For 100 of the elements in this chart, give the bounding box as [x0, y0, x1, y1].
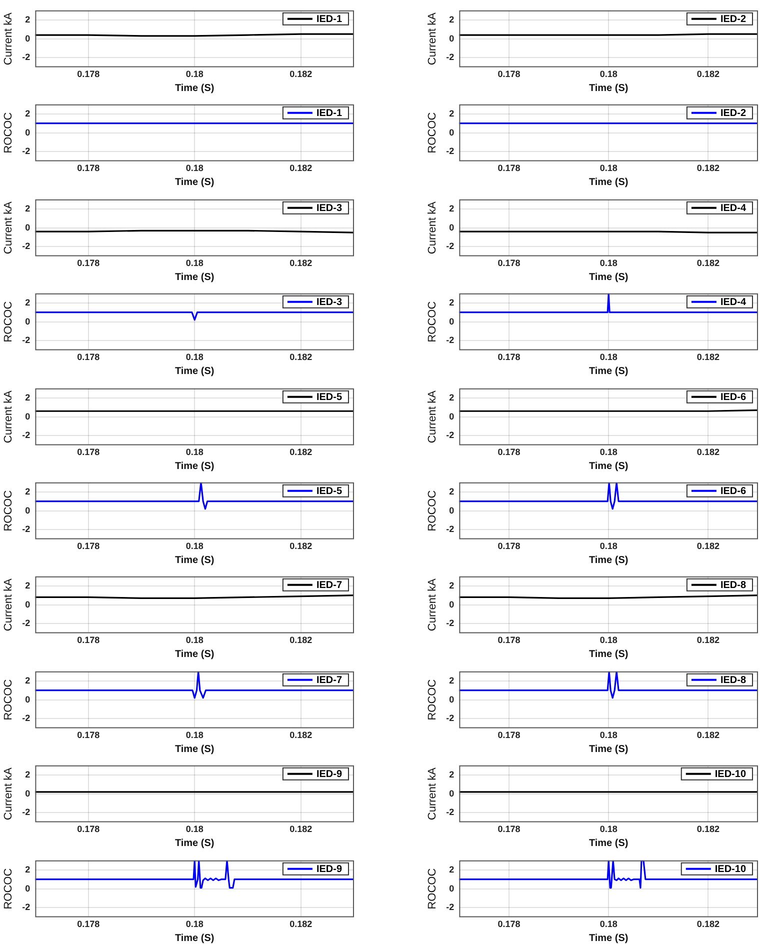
x-tick-label: 0.182 — [290, 918, 312, 929]
x-axis-title: Time (S) — [174, 838, 214, 849]
x-tick-label: 0.178 — [498, 541, 520, 552]
y-axis-title: Current kA — [426, 389, 439, 443]
y-tick-label: 2 — [25, 203, 30, 214]
x-tick-label: 0.18 — [600, 824, 618, 834]
x-tick-label: 0.182 — [696, 730, 720, 740]
y-tick-label: -2 — [22, 430, 30, 440]
y-axis-title: ROCOC — [2, 112, 15, 154]
y-tick-label: 0 — [25, 316, 30, 326]
x-axis-title: Time (S) — [174, 554, 214, 566]
x-tick-label: 0.178 — [77, 163, 100, 174]
y-axis-title: ROCOC — [2, 490, 15, 532]
y-tick-label: 0 — [449, 222, 454, 232]
y-tick-label: 0 — [25, 222, 30, 232]
x-tick-label: 0.178 — [77, 730, 100, 740]
legend-label: IED-8 — [720, 674, 746, 686]
legend-label: IED-5 — [316, 486, 342, 498]
y-axis-title: ROCOC — [426, 490, 439, 532]
legend-label: IED-9 — [316, 769, 342, 780]
legend-label: IED-7 — [316, 674, 342, 686]
x-tick-label: 0.182 — [696, 69, 720, 80]
x-tick-label: 0.18 — [186, 352, 204, 362]
y-tick-label: 2 — [25, 864, 30, 874]
x-axis-title: Time (S) — [588, 554, 628, 566]
legend-label: IED-3 — [316, 202, 342, 214]
x-tick-label: 0.178 — [77, 352, 100, 362]
y-tick-label: 2 — [449, 392, 454, 402]
y-axis-title: Current kA — [2, 389, 15, 443]
y-tick-label: -2 — [446, 618, 454, 629]
y-tick-label: 2 — [449, 675, 454, 686]
y-axis-title: Current kA — [426, 200, 439, 254]
y-tick-label: -2 — [446, 524, 454, 534]
y-tick-label: -2 — [22, 146, 30, 157]
x-axis-title: Time (S) — [174, 82, 214, 94]
x-tick-label: 0.182 — [696, 824, 720, 834]
y-tick-label: 2 — [25, 108, 30, 119]
legend-label: IED-7 — [316, 580, 342, 592]
y-axis-title: Current kA — [426, 578, 439, 632]
x-tick-label: 0.182 — [290, 824, 312, 834]
x-tick-label: 0.182 — [290, 258, 312, 268]
y-tick-label: 0 — [449, 600, 454, 610]
y-tick-label: -2 — [22, 713, 30, 724]
y-tick-label: 2 — [449, 298, 454, 308]
x-tick-label: 0.18 — [186, 541, 204, 552]
y-tick-label: 0 — [25, 410, 30, 421]
x-tick-label: 0.178 — [77, 918, 100, 929]
x-tick-label: 0.182 — [696, 258, 720, 268]
y-axis-title: Current kA — [2, 578, 15, 632]
y-tick-label: 2 — [25, 580, 30, 591]
y-tick-label: 2 — [25, 392, 30, 402]
y-axis-title: ROCOC — [426, 679, 439, 720]
y-axis-title: ROCOC — [426, 868, 439, 909]
y-tick-label: -2 — [22, 524, 30, 534]
y-tick-label: -2 — [22, 241, 30, 252]
x-tick-label: 0.18 — [600, 352, 618, 362]
y-tick-label: 2 — [449, 580, 454, 591]
y-axis-title: ROCOC — [2, 868, 15, 909]
y-tick-label: 0 — [25, 33, 30, 44]
x-tick-label: 0.18 — [186, 824, 204, 834]
y-tick-label: -2 — [446, 241, 454, 252]
y-axis-title: ROCOC — [2, 301, 15, 342]
x-tick-label: 0.178 — [77, 258, 100, 268]
x-tick-label: 0.18 — [600, 258, 618, 268]
y-tick-label: -2 — [22, 335, 30, 346]
y-tick-label: 2 — [449, 203, 454, 214]
y-tick-label: 0 — [449, 410, 454, 421]
legend-label: IED-3 — [316, 297, 342, 308]
x-tick-label: 0.178 — [498, 446, 520, 457]
legend-label: IED-8 — [720, 580, 746, 592]
y-tick-label: 0 — [449, 128, 454, 138]
y-axis-title: Current kA — [2, 767, 15, 820]
x-tick-label: 0.182 — [290, 69, 312, 80]
x-tick-label: 0.178 — [77, 824, 100, 834]
x-tick-label: 0.182 — [696, 163, 720, 174]
legend-label: IED-10 — [714, 769, 746, 780]
x-tick-label: 0.178 — [498, 730, 520, 740]
y-axis-title: ROCOC — [2, 679, 15, 720]
legend-label: IED-1 — [316, 14, 342, 26]
x-tick-label: 0.18 — [186, 446, 204, 457]
y-axis-title: Current kA — [2, 12, 15, 66]
x-tick-label: 0.18 — [186, 730, 204, 740]
y-tick-label: -2 — [446, 807, 454, 818]
y-tick-label: 2 — [449, 770, 454, 780]
x-axis-title: Time (S) — [588, 744, 628, 755]
y-tick-label: -2 — [446, 52, 454, 62]
y-tick-label: 2 — [449, 108, 454, 119]
x-tick-label: 0.178 — [498, 824, 520, 834]
x-axis-title: Time (S) — [588, 649, 628, 660]
x-tick-label: 0.18 — [186, 69, 204, 80]
x-tick-label: 0.18 — [600, 635, 618, 646]
x-tick-label: 0.182 — [696, 352, 720, 362]
legend-label: IED-2 — [720, 108, 746, 120]
x-tick-label: 0.182 — [290, 446, 312, 457]
x-tick-label: 0.178 — [498, 69, 520, 80]
x-tick-label: 0.182 — [696, 635, 720, 646]
x-axis-title: Time (S) — [174, 932, 214, 944]
y-axis-title: ROCOC — [426, 112, 439, 154]
y-tick-label: 0 — [449, 882, 454, 893]
y-tick-label: 2 — [25, 298, 30, 308]
